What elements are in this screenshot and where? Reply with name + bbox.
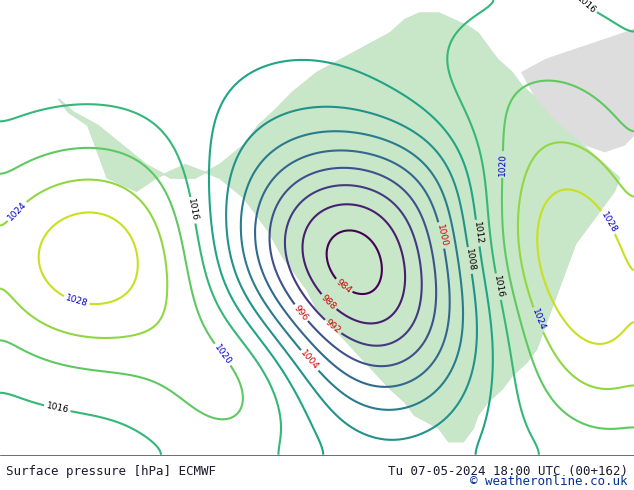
Text: 988: 988	[320, 293, 338, 311]
Text: Surface pressure [hPa] ECMWF: Surface pressure [hPa] ECMWF	[6, 465, 216, 478]
Text: 1016: 1016	[574, 0, 597, 16]
Text: 996: 996	[292, 303, 310, 322]
Text: 1016: 1016	[45, 402, 70, 416]
Text: 1004: 1004	[299, 349, 320, 372]
Text: 1028: 1028	[64, 294, 89, 309]
Text: 1016: 1016	[186, 198, 200, 222]
Text: 1000: 1000	[435, 223, 448, 247]
Text: 992: 992	[323, 318, 342, 336]
Polygon shape	[522, 20, 634, 151]
Text: 1020: 1020	[498, 153, 507, 176]
Text: 1024: 1024	[6, 200, 28, 222]
Polygon shape	[58, 13, 619, 441]
Text: Tu 07-05-2024 18:00 UTC (00+162): Tu 07-05-2024 18:00 UTC (00+162)	[387, 465, 628, 478]
Text: 1024: 1024	[529, 308, 547, 332]
Text: © weatheronline.co.uk: © weatheronline.co.uk	[470, 475, 628, 488]
Text: 1016: 1016	[492, 274, 505, 299]
Text: 1028: 1028	[599, 210, 618, 234]
Text: 1020: 1020	[212, 343, 233, 367]
Text: 1008: 1008	[463, 248, 476, 272]
Text: 1012: 1012	[472, 221, 484, 245]
Polygon shape	[58, 13, 619, 441]
Text: 984: 984	[334, 277, 353, 295]
